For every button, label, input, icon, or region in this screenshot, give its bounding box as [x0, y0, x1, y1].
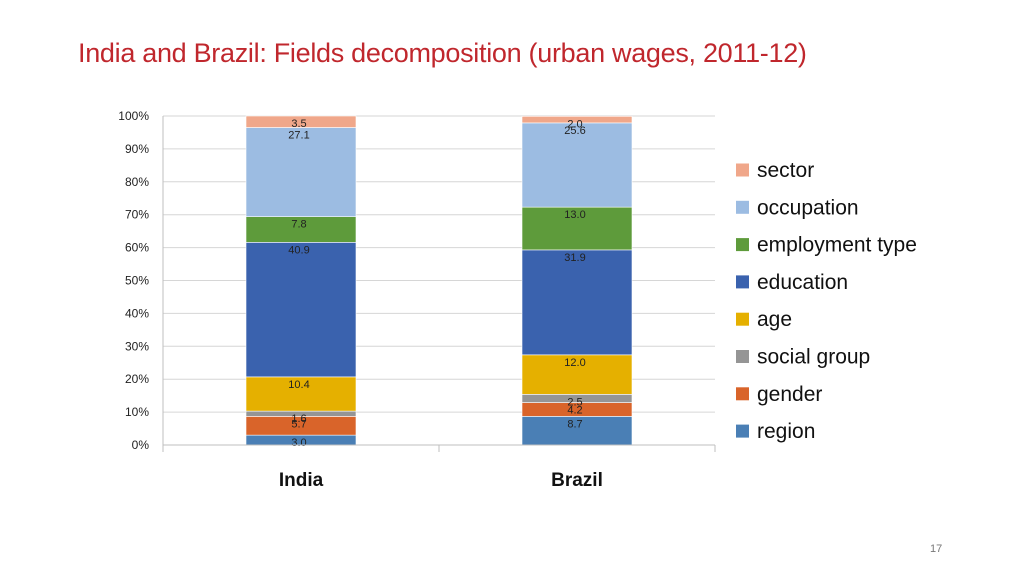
y-tick-label: 30% — [125, 339, 149, 353]
data-label: 8.7 — [567, 418, 582, 430]
legend-swatch — [736, 275, 749, 289]
x-category-label: Brazil — [551, 470, 603, 491]
legend-swatch — [736, 163, 749, 177]
y-tick-label: 50% — [125, 274, 149, 288]
legend-label: sector — [757, 159, 814, 182]
data-label: 3.0 — [291, 437, 306, 449]
legend-label: employment type — [757, 234, 917, 257]
legend-label: occupation — [757, 196, 859, 219]
bar-segment-sector — [521, 116, 633, 124]
legend-swatch — [736, 350, 749, 363]
data-label: 2.5 — [567, 396, 582, 408]
y-tick-label: 80% — [125, 175, 149, 189]
data-label: 1.6 — [291, 413, 306, 425]
legend-swatch — [736, 424, 749, 438]
data-label: 13.0 — [564, 209, 585, 221]
y-tick-label: 70% — [125, 208, 149, 222]
page-number: 17 — [930, 543, 943, 555]
y-tick-label: 10% — [125, 405, 149, 419]
y-tick-label: 20% — [125, 372, 149, 386]
bar-segment-employment-type — [521, 206, 633, 251]
y-tick-label: 60% — [125, 241, 149, 255]
bar-segment-education — [521, 249, 633, 356]
data-label: 3.5 — [291, 118, 306, 130]
legend-label: age — [757, 308, 792, 331]
y-tick-label: 0% — [132, 438, 150, 452]
x-category-label: India — [279, 470, 324, 491]
bar-segment-employment-type — [245, 216, 357, 243]
legend-label: social group — [757, 346, 870, 369]
legend-label: region — [757, 420, 815, 443]
y-tick-label: 40% — [125, 306, 149, 320]
bar-segment-education — [245, 242, 357, 378]
data-label: 25.6 — [564, 125, 585, 137]
bar-segment-sector — [245, 115, 357, 128]
bar-segment-occupation — [521, 122, 633, 208]
data-label: 27.1 — [288, 130, 309, 142]
y-tick-label: 100% — [118, 109, 149, 123]
bar-segment-occupation — [245, 127, 357, 217]
y-tick-label: 90% — [125, 142, 149, 156]
data-label: 10.4 — [288, 379, 309, 391]
page-title: India and Brazil: Fields decomposition (… — [78, 38, 807, 68]
data-label: 40.9 — [288, 244, 309, 256]
data-label: 7.8 — [291, 219, 306, 231]
legend-label: gender — [757, 383, 822, 406]
legend-swatch — [736, 387, 749, 401]
legend-swatch — [736, 238, 749, 252]
data-label: 5.7 — [291, 418, 306, 430]
bar-segment-age — [245, 376, 357, 412]
data-label: 31.9 — [564, 252, 585, 264]
legend-swatch — [736, 200, 749, 214]
bar-segment-age — [521, 354, 633, 395]
legend-label: education — [757, 271, 848, 294]
data-label: 4.2 — [567, 405, 582, 417]
data-label: 2.0 — [567, 118, 582, 130]
data-label: 12.0 — [564, 357, 585, 369]
legend-swatch — [736, 312, 749, 326]
